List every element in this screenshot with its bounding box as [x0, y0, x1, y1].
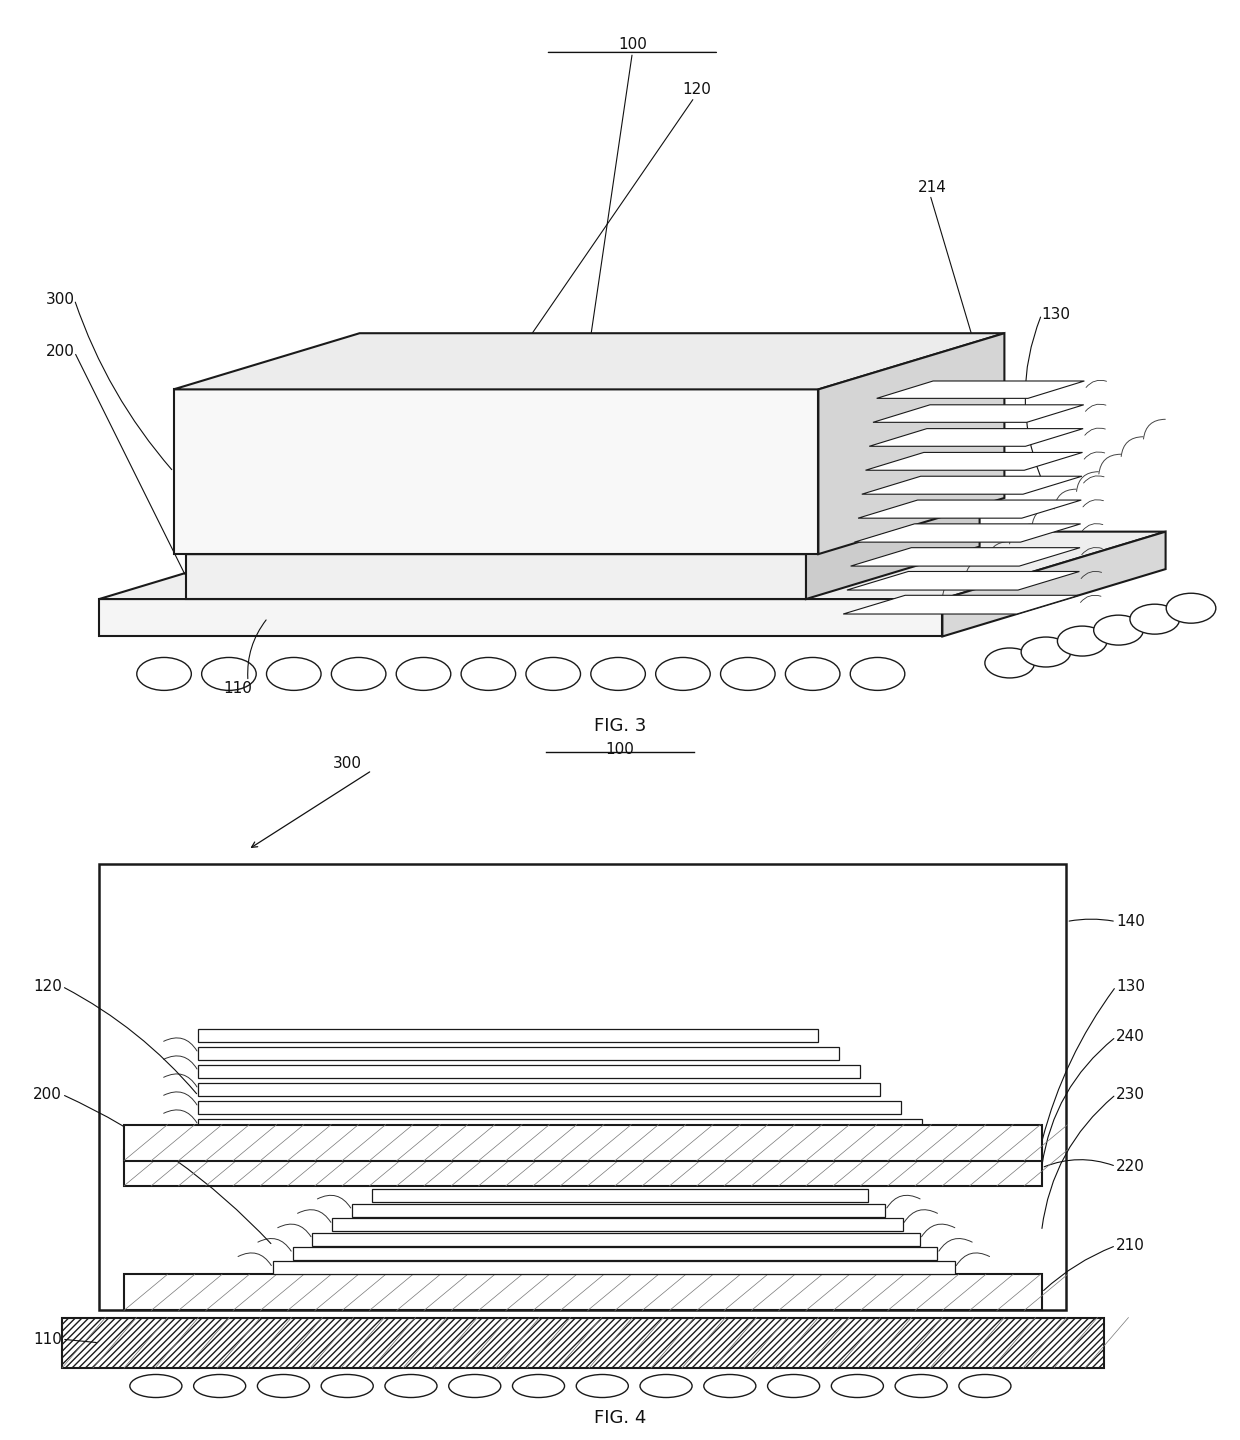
Bar: [273, 1261, 955, 1274]
Polygon shape: [869, 429, 1084, 446]
Text: 120: 120: [33, 979, 62, 994]
Bar: [293, 1247, 937, 1260]
Text: 210: 210: [1116, 1238, 1145, 1253]
Polygon shape: [877, 382, 1084, 399]
Text: 100: 100: [605, 742, 635, 756]
Bar: [198, 1102, 901, 1115]
Circle shape: [331, 658, 386, 690]
Text: 200: 200: [46, 344, 74, 360]
Polygon shape: [99, 599, 942, 636]
Text: 214: 214: [918, 180, 946, 194]
Ellipse shape: [768, 1374, 820, 1397]
Ellipse shape: [704, 1374, 756, 1397]
Text: FIG. 3: FIG. 3: [594, 717, 646, 736]
Ellipse shape: [512, 1374, 564, 1397]
Circle shape: [785, 658, 839, 690]
Bar: [124, 1274, 1042, 1310]
Circle shape: [590, 658, 645, 690]
Bar: [62, 1318, 1104, 1368]
Bar: [124, 1125, 1042, 1161]
Polygon shape: [854, 524, 1081, 541]
Polygon shape: [186, 554, 806, 599]
Bar: [198, 1047, 839, 1060]
Ellipse shape: [959, 1374, 1011, 1397]
Text: 130: 130: [1116, 979, 1145, 994]
Polygon shape: [99, 531, 1166, 599]
Circle shape: [1166, 593, 1215, 624]
Text: 100: 100: [618, 37, 647, 52]
Circle shape: [267, 658, 321, 690]
Bar: [198, 1083, 880, 1096]
Ellipse shape: [193, 1374, 246, 1397]
Polygon shape: [186, 501, 980, 554]
Polygon shape: [847, 572, 1079, 590]
Text: 110: 110: [33, 1332, 62, 1346]
Bar: [99, 864, 1066, 1310]
Ellipse shape: [384, 1374, 436, 1397]
Ellipse shape: [640, 1374, 692, 1397]
Polygon shape: [873, 405, 1084, 422]
Circle shape: [136, 658, 191, 690]
Circle shape: [461, 658, 516, 690]
Bar: [198, 1138, 942, 1149]
Ellipse shape: [130, 1374, 182, 1397]
Text: 110: 110: [223, 681, 252, 697]
Polygon shape: [862, 477, 1081, 494]
Bar: [198, 1119, 921, 1132]
Circle shape: [397, 658, 451, 690]
Text: 300: 300: [46, 292, 74, 307]
Text: 220: 220: [1116, 1159, 1145, 1174]
Text: 200: 200: [33, 1087, 62, 1102]
Polygon shape: [851, 547, 1080, 566]
Bar: [124, 1149, 1042, 1187]
Polygon shape: [858, 500, 1081, 518]
Ellipse shape: [321, 1374, 373, 1397]
Polygon shape: [843, 595, 1079, 613]
Circle shape: [656, 658, 711, 690]
Text: 120: 120: [682, 82, 711, 98]
Text: 130: 130: [1042, 307, 1070, 323]
Circle shape: [851, 658, 905, 690]
Ellipse shape: [258, 1374, 310, 1397]
Bar: [352, 1204, 885, 1217]
Polygon shape: [818, 333, 1004, 554]
Bar: [312, 1233, 920, 1246]
Circle shape: [202, 658, 257, 690]
Bar: [198, 1066, 859, 1077]
Polygon shape: [174, 389, 818, 554]
Circle shape: [720, 658, 775, 690]
Polygon shape: [174, 333, 1004, 389]
Ellipse shape: [577, 1374, 629, 1397]
Circle shape: [1022, 636, 1071, 667]
Text: 240: 240: [1116, 1030, 1145, 1044]
Polygon shape: [806, 501, 980, 599]
Text: 140: 140: [1116, 914, 1145, 929]
Circle shape: [985, 648, 1034, 678]
Bar: [332, 1218, 903, 1231]
Polygon shape: [866, 452, 1083, 471]
Text: 300: 300: [332, 756, 362, 770]
Ellipse shape: [449, 1374, 501, 1397]
Bar: [372, 1189, 868, 1202]
Circle shape: [526, 658, 580, 690]
Bar: [198, 1028, 818, 1043]
Circle shape: [1058, 626, 1107, 657]
Circle shape: [1094, 615, 1143, 645]
Ellipse shape: [831, 1374, 883, 1397]
Circle shape: [1130, 605, 1179, 634]
Text: FIG. 4: FIG. 4: [594, 1410, 646, 1427]
Polygon shape: [942, 531, 1166, 636]
Text: 230: 230: [1116, 1087, 1145, 1102]
Ellipse shape: [895, 1374, 947, 1397]
